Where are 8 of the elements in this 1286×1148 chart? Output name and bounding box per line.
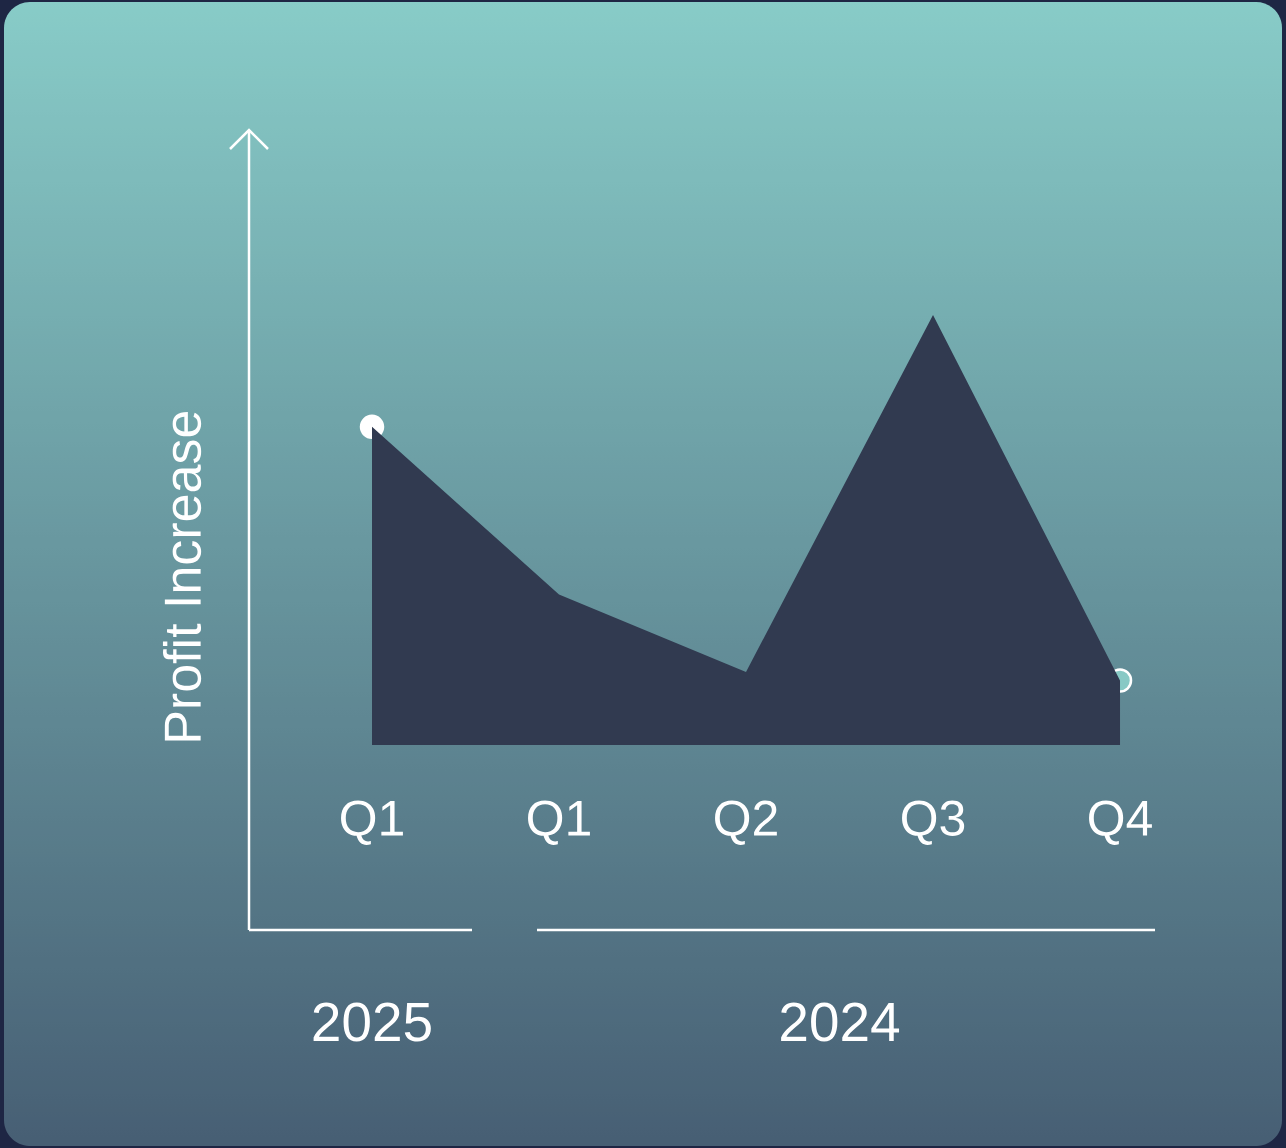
text: 2024 xyxy=(781,1002,900,1042)
x-tick-label: Q1 xyxy=(528,800,590,845)
text: 2025 xyxy=(313,1002,431,1042)
x-tick-label: Q1 xyxy=(341,800,403,845)
y-axis-title: Profit Increase xyxy=(162,411,202,741)
x-tick-label: Q4 xyxy=(1089,800,1152,845)
x-tick-label: Q3 xyxy=(902,800,965,845)
x-tick-label: Q2 xyxy=(715,800,777,845)
